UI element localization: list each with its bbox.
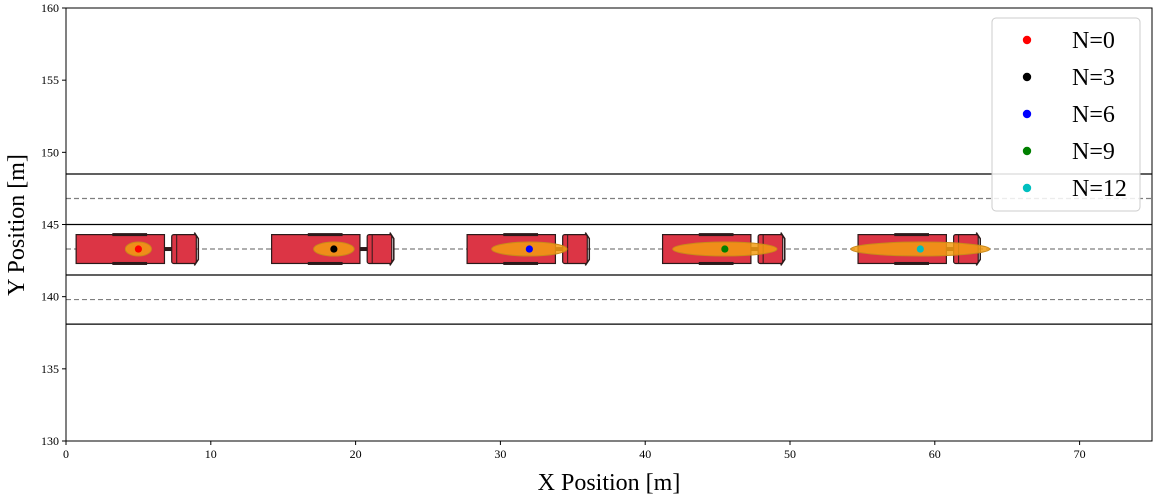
truck-wheel	[503, 261, 539, 265]
x-tick-label: 10	[205, 447, 217, 461]
legend-label: N=3	[1072, 65, 1115, 91]
truck-wheel	[307, 261, 343, 265]
y-tick-label: 145	[41, 218, 59, 232]
data-point-N=0	[134, 245, 142, 253]
truck-wheel	[112, 233, 148, 237]
truck-hitch	[359, 247, 368, 252]
legend-marker	[1022, 72, 1032, 82]
truck-hitch	[164, 247, 172, 252]
truck-wheel	[894, 261, 930, 265]
vehicle-N=9	[661, 232, 786, 266]
truck-wheel	[503, 233, 539, 237]
legend-marker	[1022, 35, 1032, 45]
x-tick-label: 50	[784, 447, 796, 461]
x-tick-label: 0	[63, 447, 69, 461]
vehicle-N=0	[75, 232, 200, 266]
x-tick-label: 20	[350, 447, 362, 461]
truck-cab	[171, 234, 197, 265]
x-tick-label: 30	[494, 447, 506, 461]
data-point-N=12	[916, 245, 924, 253]
x-axis-title: X Position [m]	[538, 470, 681, 496]
axes: 0 10 20 30 40 50 60 70 130 135 140 145 150 155 160	[41, 1, 1153, 461]
legend-label: N=9	[1072, 139, 1115, 165]
data-point-N=6	[525, 245, 533, 253]
truck-front	[389, 232, 395, 266]
y-tick-label: 160	[41, 1, 59, 15]
legend-label: N=6	[1072, 102, 1115, 128]
legend-label: N=0	[1072, 28, 1115, 54]
plot-area	[66, 173, 1152, 325]
y-tick-label: 150	[41, 145, 59, 159]
truck-cab	[366, 234, 393, 265]
x-tick-label: 40	[639, 447, 651, 461]
vehicle-N=12	[850, 232, 991, 266]
truck-wheel	[698, 233, 734, 237]
truck-front	[193, 232, 200, 266]
truck-wheel	[698, 261, 734, 265]
y-tick-label: 130	[41, 434, 59, 448]
truck-wheel	[894, 233, 930, 237]
legend-marker	[1022, 109, 1032, 119]
x-tick-label: 60	[929, 447, 941, 461]
legend-label: N=12	[1072, 176, 1127, 202]
y-tick-label: 140	[41, 290, 59, 304]
legend-marker	[1022, 183, 1032, 193]
truck-front	[780, 232, 786, 266]
truck-wheel	[112, 261, 148, 265]
y-axis-title: Y Position [m]	[4, 154, 30, 296]
y-tick-label: 155	[41, 73, 59, 87]
y-tick-label: 135	[41, 362, 59, 376]
data-point-N=3	[330, 245, 338, 253]
truck-wheel	[307, 233, 343, 237]
vehicle-N=6	[466, 232, 591, 266]
data-point-N=9	[721, 245, 729, 253]
vehicle-N=3	[271, 232, 395, 266]
legend-frame	[991, 17, 1141, 212]
legend: N=0 N=3 N=6 N=9 N=12	[991, 17, 1141, 212]
truck-front	[584, 232, 591, 266]
x-tick-label: 70	[1074, 447, 1086, 461]
legend-marker	[1022, 146, 1032, 156]
